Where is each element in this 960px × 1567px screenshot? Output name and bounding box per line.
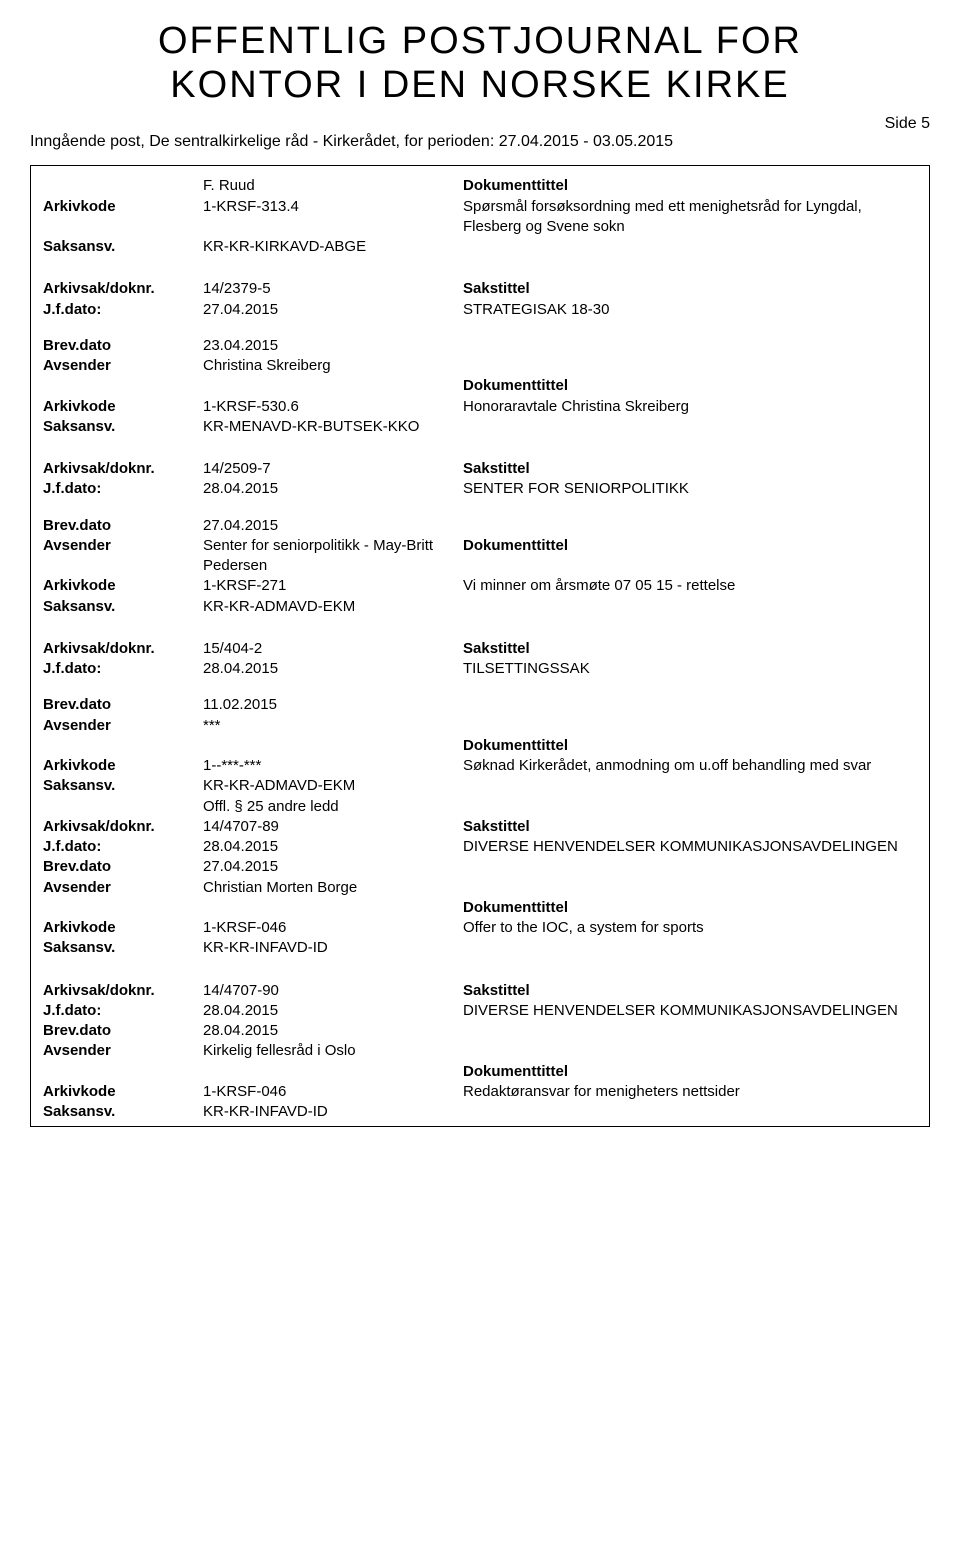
saksansv-label: Saksansv. [41,237,203,257]
avsender-value: *** [203,716,463,736]
arkivkode-value: 1-KRSF-530.6 [203,397,463,417]
sakstittel-value: TILSETTINGSSAK [463,659,919,679]
brevdato-value: 11.02.2015 [203,695,463,715]
jfdato-label: J.f.dato: [41,1001,203,1021]
arkivkode-label: Arkivkode [41,1082,203,1102]
arkivsak-label: Arkivsak/doknr. [41,279,203,299]
arkivsak-label: Arkivsak/doknr. [41,639,203,659]
doktittel-label: Dokumenttittel [463,376,919,396]
doktittel-value: Vi minner om årsmøte 07 05 15 - rettelse [463,576,919,596]
jfdato-label: J.f.dato: [41,479,203,499]
doktittel-label: Dokumenttittel [463,1062,919,1082]
avsender-label: Avsender [41,1041,203,1061]
record-group-4: Arkivsak/doknr. 14/4707-90 Sakstittel J.… [31,971,929,1127]
record-group-1: Arkivsak/doknr. 14/2379-5 Sakstittel J.f… [31,269,929,449]
saksansv-value: KR-KR-KIRKAVD-ABGE [203,237,463,257]
doktittel-value: Honoraravtale Christina Skreiberg [463,397,919,417]
arkivsak-value: 14/4707-89 [203,817,463,837]
jfdato-value: 28.04.2015 [203,479,463,499]
jfdato-label: J.f.dato: [41,837,203,857]
jfdato-value: 28.04.2015 [203,837,463,857]
sakstittel-label: Sakstittel [463,981,919,1001]
sakstittel-label: Sakstittel [463,639,919,659]
brevdato-label: Brev.dato [41,516,203,536]
avsender-label: Avsender [41,536,203,577]
saksansv-value: KR-KR-INFAVD-ID [203,938,463,958]
arkivkode-value: 1-KRSF-046 [203,918,463,938]
avsender-value: Kirkelig fellesråd i Oslo [203,1041,463,1061]
sakstittel-value: SENTER FOR SENIORPOLITIKK [463,479,919,499]
saksansv-value: KR-KR-ADMAVD-EKM [203,597,463,617]
arkivkode-label: Arkivkode [41,918,203,938]
saksansv-label: Saksansv. [41,776,203,796]
jfdato-label: J.f.dato: [41,659,203,679]
avsender-value: Senter for seniorpolitikk - May-Britt Pe… [203,536,463,577]
arkivkode-value: 1-KRSF-271 [203,576,463,596]
arkivkode-label: Arkivkode [41,576,203,596]
saksansv-label: Saksansv. [41,938,203,958]
doktittel-label: Dokumenttittel [463,898,919,918]
brevdato-value: 27.04.2015 [203,516,463,536]
avsender-label: Avsender [41,878,203,898]
sakstittel-label: Sakstittel [463,459,919,479]
doktittel-value: Søknad Kirkerådet, anmodning om u.off be… [463,756,919,776]
record-group-3: Arkivsak/doknr. 15/404-2 Sakstittel J.f.… [31,629,929,971]
arkivsak-label: Arkivsak/doknr. [41,459,203,479]
arkivkode-label: Arkivkode [41,756,203,776]
title-line1: OFFENTLIG POSTJOURNAL FOR [30,20,930,64]
extra-value: Offl. § 25 andre ledd [203,797,463,817]
person: F. Ruud [203,176,463,196]
avsender-label: Avsender [41,716,203,736]
brevdato-value: 28.04.2015 [203,1021,463,1041]
jfdato-value: 28.04.2015 [203,659,463,679]
sakstittel-value: DIVERSE HENVENDELSER KOMMUNIKASJONSAVDEL… [463,837,919,857]
saksansv-label: Saksansv. [41,597,203,617]
arkivkode-value: 1-KRSF-046 [203,1082,463,1102]
record-group-2: Arkivsak/doknr. 14/2509-7 Sakstittel J.f… [31,449,929,629]
brevdato-label: Brev.dato [41,336,203,356]
arkivsak-label: Arkivsak/doknr. [41,817,203,837]
sakstittel-label: Sakstittel [463,279,919,299]
saksansv-label: Saksansv. [41,417,203,437]
arkivkode-value: 1--***-*** [203,756,463,776]
brevdato-label: Brev.dato [41,695,203,715]
brevdato-label: Brev.dato [41,1021,203,1041]
jfdato-value: 27.04.2015 [203,300,463,320]
record-group-0: F. Ruud Dokumenttittel Arkivkode 1-KRSF-… [31,166,929,269]
arkivkode-label: Arkivkode [41,397,203,417]
doktittel-label: Dokumenttittel [463,536,919,577]
avsender-value: Christian Morten Borge [203,878,463,898]
saksansv-value: KR-MENAVD-KR-BUTSEK-KKO [203,417,463,437]
avsender-value: Christina Skreiberg [203,356,463,376]
doktittel-value: Spørsmål forsøksordning med ett menighet… [463,197,919,238]
sakstittel-label: Sakstittel [463,817,919,837]
arkivsak-value: 14/4707-90 [203,981,463,1001]
saksansv-value: KR-KR-INFAVD-ID [203,1102,463,1122]
subheader: Inngående post, De sentralkirkelige råd … [30,133,930,151]
arkivsak-value: 14/2509-7 [203,459,463,479]
arkivsak-value: 15/404-2 [203,639,463,659]
arkivsak-label: Arkivsak/doknr. [41,981,203,1001]
journal-box: F. Ruud Dokumenttittel Arkivkode 1-KRSF-… [30,165,930,1127]
page-number: Side 5 [30,115,930,133]
doktittel-label: Dokumenttittel [463,176,919,196]
jfdato-label: J.f.dato: [41,300,203,320]
arkivkode-value: 1-KRSF-313.4 [203,197,463,238]
jfdato-value: 28.04.2015 [203,1001,463,1021]
doktittel-label: Dokumenttittel [463,736,919,756]
doktittel-value: Redaktøransvar for menigheters nettsider [463,1082,919,1102]
brevdato-value: 27.04.2015 [203,857,463,877]
arkivkode-label: Arkivkode [41,197,203,238]
page-header: OFFENTLIG POSTJOURNAL FOR KONTOR I DEN N… [30,20,930,107]
title-line2: KONTOR I DEN NORSKE KIRKE [30,64,930,108]
doktittel-value: Offer to the IOC, a system for sports [463,918,919,938]
brevdato-label: Brev.dato [41,857,203,877]
sakstittel-value: STRATEGISAK 18-30 [463,300,919,320]
sakstittel-value: DIVERSE HENVENDELSER KOMMUNIKASJONSAVDEL… [463,1001,919,1021]
brevdato-value: 23.04.2015 [203,336,463,356]
saksansv-label: Saksansv. [41,1102,203,1122]
avsender-label: Avsender [41,356,203,376]
saksansv-value: KR-KR-ADMAVD-EKM [203,776,463,796]
arkivsak-value: 14/2379-5 [203,279,463,299]
